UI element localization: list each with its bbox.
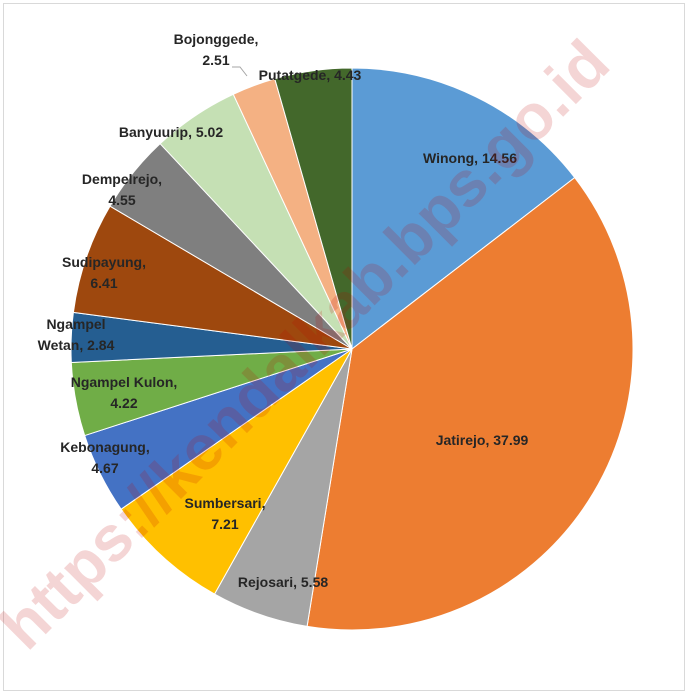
label-banyuurip: Banyuurip, 5.02 <box>119 124 223 140</box>
slice-jatirejo <box>306 176 634 631</box>
slice-winong <box>351 67 576 351</box>
slice-sudipayung <box>72 205 353 350</box>
label-sudipayung: Sudipayung, 6.41 <box>62 254 146 291</box>
slice-sumbersari <box>120 348 353 595</box>
label-kebonagung: Kebonagung, 4.67 <box>60 439 149 476</box>
label-sumbersari: Sumbersari, 7.21 <box>185 495 266 532</box>
label-jatirejo: Jatirejo, 37.99 <box>436 432 529 448</box>
label-bojonggede: Bojonggede, 2.51 <box>174 31 259 68</box>
label-ngampel-wetan: Ngampel Wetan, 2.84 <box>38 316 115 353</box>
leader-line-bojonggede <box>232 66 248 77</box>
label-ngampel-kulon: Ngampel Kulon, 4.22 <box>71 374 178 411</box>
slice-labels: Winong, 14.56 Jatirejo, 37.99 Rejosari, 5.… <box>38 31 529 590</box>
label-rejosari: Rejosari, 5.58 <box>238 574 328 590</box>
label-winong: Winong, 14.56 <box>423 150 517 166</box>
slice-putatgede <box>274 67 353 350</box>
leader-lines <box>232 66 248 77</box>
pie-slices <box>70 67 634 631</box>
label-dempelrejo: Dempelrejo, 4.55 <box>82 171 162 208</box>
label-putatgede: Putatgede, 4.43 <box>259 67 362 83</box>
